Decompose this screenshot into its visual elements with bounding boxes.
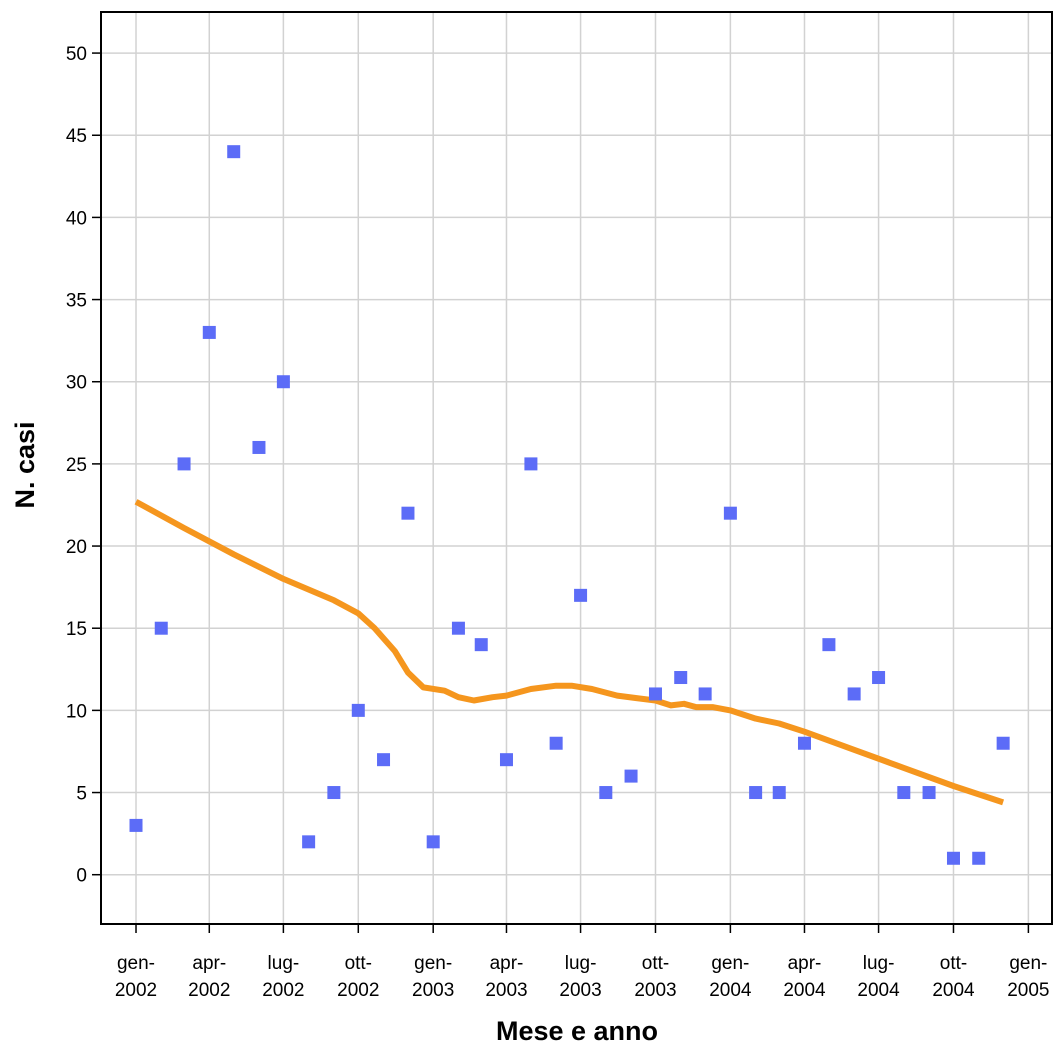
data-point [524,457,538,471]
data-point [154,621,168,635]
y-tick-label: 35 [66,291,87,312]
data-point [822,638,836,652]
data-point [648,687,662,701]
data-point [276,375,290,389]
x-tick-label: apr-2004 [783,953,826,1001]
x-tick-label: lug-2002 [262,953,304,1001]
plot-frame [100,11,1053,925]
data-point [474,638,488,652]
x-tick-label: ott-2004 [932,953,975,1001]
x-axis-ticks [135,924,1030,933]
y-tick-label: 40 [66,208,87,229]
data-point [624,769,638,783]
data-point [922,786,936,800]
y-tick-label: 30 [66,373,87,394]
x-tick-label: lug-2004 [857,953,900,1001]
y-tick-labels: 0 5 10 15 20 25 30 35 40 45 50 [66,44,87,887]
y-tick-label: 5 [76,784,87,805]
y-tick-label: 50 [66,44,87,65]
x-tick-label: apr-2002 [188,953,230,1001]
data-point [129,818,143,832]
data-point [202,325,216,339]
y-tick-label: 15 [66,619,87,640]
x-axis-title: Mese e anno [496,1016,658,1046]
data-point [451,621,465,635]
x-tick-label: gen-2005 [1007,953,1049,1001]
data-point [499,753,513,767]
x-tick-labels: gen-2002 apr-2002 lug-2002 ott-2002 gen-2003… [115,953,1050,1001]
y-tick-label: 45 [66,126,87,147]
data-point [674,671,688,685]
x-tick-label: gen-2003 [412,953,454,1001]
data-point [698,687,712,701]
data-point [377,753,391,767]
y-tick-label: 0 [76,866,87,887]
data-point [946,851,960,865]
x-tick-label: ott-2003 [634,953,676,1001]
data-point [797,736,811,750]
x-tick-label: ott-2002 [337,953,379,1001]
y-axis-ticks [92,52,101,876]
data-point [872,671,886,685]
data-point [401,506,415,520]
trend-line [134,499,1005,806]
data-point [772,786,786,800]
data-point [847,687,861,701]
x-tick-label: gen-2004 [709,953,752,1001]
data-point [549,736,563,750]
data-point [426,835,440,849]
data-point [327,786,341,800]
data-point [897,786,911,800]
x-tick-label: apr-2003 [485,953,527,1001]
data-point [252,440,266,454]
y-tick-label: 10 [66,701,87,722]
x-tick-label: gen-2002 [115,953,157,1001]
x-tick-label: lug-2003 [559,953,601,1001]
grid-lines [101,12,1052,924]
data-point [227,145,241,159]
trend-line-layer [134,499,1005,806]
data-point [351,703,365,717]
y-tick-label: 20 [66,537,87,558]
data-point [749,786,763,800]
data-point [177,457,191,471]
data-point [302,835,316,849]
data-point [996,736,1010,750]
y-axis-title: N. casi [10,421,40,508]
data-point [574,588,588,602]
data-point [723,506,737,520]
y-tick-label: 25 [66,455,87,476]
data-point [599,786,613,800]
scatter-points [129,145,1010,865]
data-point [972,851,986,865]
